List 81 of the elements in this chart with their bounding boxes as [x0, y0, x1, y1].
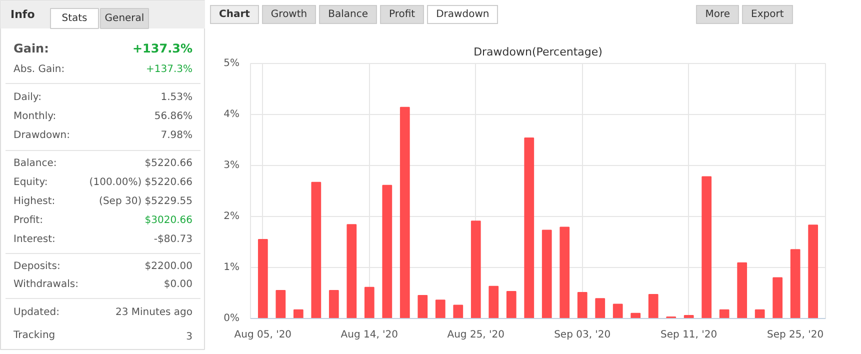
text: 7.98%: [160, 130, 193, 141]
text: Profit: [380, 5, 424, 24]
text: Updated:: [14, 307, 60, 318]
bar: [719, 309, 730, 318]
text: 56.86%: [154, 111, 193, 122]
bar: [737, 262, 748, 318]
text: Abs. Gain:: [14, 64, 65, 75]
bar: [488, 286, 499, 318]
bar: [276, 290, 286, 318]
bar: [506, 290, 516, 318]
text: Gain:: [14, 42, 49, 56]
bar: [328, 290, 339, 318]
text: (Sep 30) $5229.55: [99, 196, 193, 207]
text: Export: [742, 5, 793, 24]
text: Tracking: [12, 330, 56, 341]
text: Stats: [62, 13, 88, 24]
text: Interest:: [14, 234, 56, 245]
y-tick-label: 0%: [224, 313, 240, 324]
text: Daily:: [14, 92, 42, 103]
bar: [418, 295, 428, 318]
text: 3: [186, 332, 193, 342]
bar: [630, 312, 641, 318]
y-tick-label: 5%: [224, 58, 240, 69]
bar: [754, 309, 765, 318]
text: Chart: [210, 5, 259, 24]
bar: [790, 249, 800, 318]
bar: [524, 137, 534, 318]
text: (100.00%) $5220.66: [89, 177, 193, 188]
bar: [382, 184, 392, 318]
chart-title: Drawdown(Percentage): [474, 46, 602, 58]
bar: [595, 298, 606, 318]
text: Drawdown: [427, 5, 498, 24]
text: Balance:: [14, 158, 57, 169]
bar: [293, 309, 304, 318]
x-tick-label: Aug 14, '20: [340, 330, 398, 340]
bar: [648, 294, 658, 318]
x-tick-label: Sep 25, '20: [767, 330, 824, 340]
text: General: [104, 13, 144, 24]
bar: [364, 286, 374, 318]
bar: [470, 220, 481, 318]
text: Growth: [262, 5, 316, 24]
bar: [577, 292, 588, 318]
bar: [258, 238, 268, 318]
text: $3020.66: [144, 215, 193, 226]
text: $2200.00: [144, 261, 193, 272]
bar: [808, 224, 818, 318]
y-tick-label: 4%: [224, 109, 240, 120]
bar: [311, 182, 322, 318]
bar: [702, 176, 712, 318]
text: Drawdown:: [14, 130, 70, 141]
text: -$80.73: [154, 234, 193, 245]
text: Monthly:: [14, 111, 56, 122]
text: Equity:: [14, 177, 48, 188]
x-tick-label: Aug 25, '20: [447, 330, 505, 340]
bar: [400, 106, 410, 318]
bar: [346, 224, 357, 318]
text: Info: [10, 8, 36, 21]
x-tick-label: Sep 03, '20: [554, 330, 611, 340]
text: 23 Minutes ago: [115, 307, 193, 318]
text: Highest:: [14, 196, 56, 207]
y-tick-label: 3%: [224, 160, 240, 171]
bar: [612, 304, 623, 318]
text: More: [696, 5, 740, 24]
text: +137.3%: [146, 64, 193, 75]
text: Deposits:: [14, 261, 60, 272]
text: Balance: [319, 5, 378, 24]
text: $5220.66: [144, 158, 193, 169]
x-tick-label: Sep 11, '20: [660, 330, 718, 340]
y-tick-label: 2%: [224, 211, 240, 222]
bar: [772, 277, 783, 318]
text: $0.00: [164, 279, 193, 290]
x-tick-label: Aug 05, '20: [234, 330, 292, 340]
text: Profit:: [14, 215, 43, 226]
bar: [435, 300, 446, 318]
bar: [453, 304, 464, 318]
text: Withdrawals:: [14, 279, 78, 290]
bar: [560, 226, 570, 318]
bar: [542, 230, 552, 318]
text: +137.3%: [132, 42, 193, 56]
y-tick-label: 1%: [224, 262, 240, 273]
text: 1.53%: [160, 92, 193, 103]
